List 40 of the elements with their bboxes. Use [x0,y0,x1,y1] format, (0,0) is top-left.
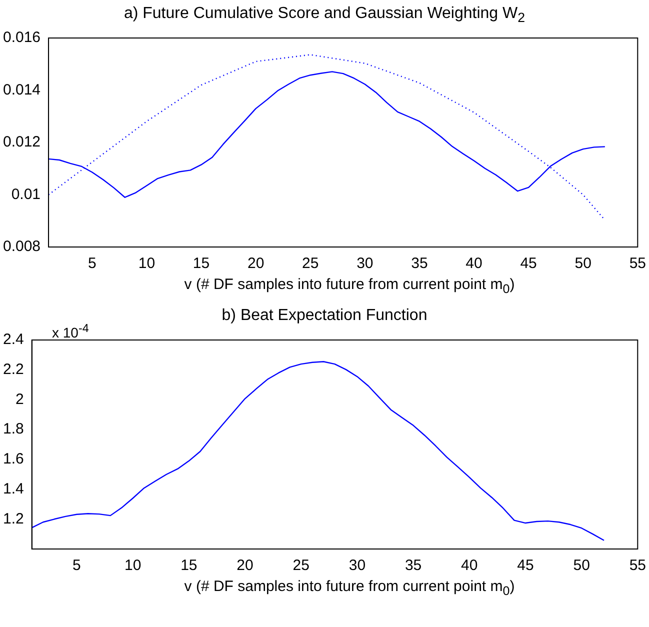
x-tick-label: 10 [124,557,142,574]
x-tick-label: 20 [247,255,264,272]
y-tick-label: 0.012 [2,134,41,151]
x-tick-label: 55 [629,255,646,272]
x-tick-label: 55 [629,557,646,574]
x-tick-label: 15 [192,255,210,272]
y-tick-label: 2 [16,390,24,408]
x-axis-title: v (# DF samples into future from current point m$_{0}$) [183,578,516,600]
y-tick-label: 1.2 [2,510,24,528]
chart-title: a) Future Cumulative Score and Gaussian Weighting W$_{2}$ [122,4,526,26]
y-tick-label: 0.01 [11,186,41,203]
y-tick-label: 1.6 [2,450,24,468]
x-tick-label: 45 [517,557,534,574]
x-tick-label: 35 [411,255,428,272]
x-tick-label: 40 [466,255,482,272]
x-tick-label: 25 [302,255,319,272]
x-tick-label: 50 [573,557,590,574]
x-tick-label: 30 [348,557,366,574]
x-tick-label: 40 [461,557,478,574]
annotation: x 10$^{-4}$ [52,322,89,341]
y-tick-label: 0.014 [2,81,41,98]
x-tick-label: 5 [72,557,81,574]
chart-title: b) Beat Expectation Function [222,307,428,324]
x-tick-label: 20 [236,557,254,574]
y-tick-label: 0.008 [2,238,41,256]
x-tick-label: 50 [574,255,592,272]
x-tick-label: 15 [180,557,198,574]
y-tick-label: 2.2 [2,361,24,378]
y-tick-label: 0.016 [2,29,41,46]
y-tick-label: 1.4 [2,480,24,498]
y-tick-label: 2.4 [2,331,24,348]
x-tick-label: 25 [292,557,310,574]
line-series [48,54,606,221]
x-tick-label: 35 [404,557,422,574]
x-tick-label: 10 [138,255,156,272]
x-axis-title: v (# DF samples into future from current point m$_{0}$) [183,276,516,298]
x-tick-label: 30 [356,255,374,272]
x-tick-label: 45 [520,255,537,272]
y-tick-label: 1.8 [2,420,24,438]
x-tick-label: 5 [88,255,96,272]
